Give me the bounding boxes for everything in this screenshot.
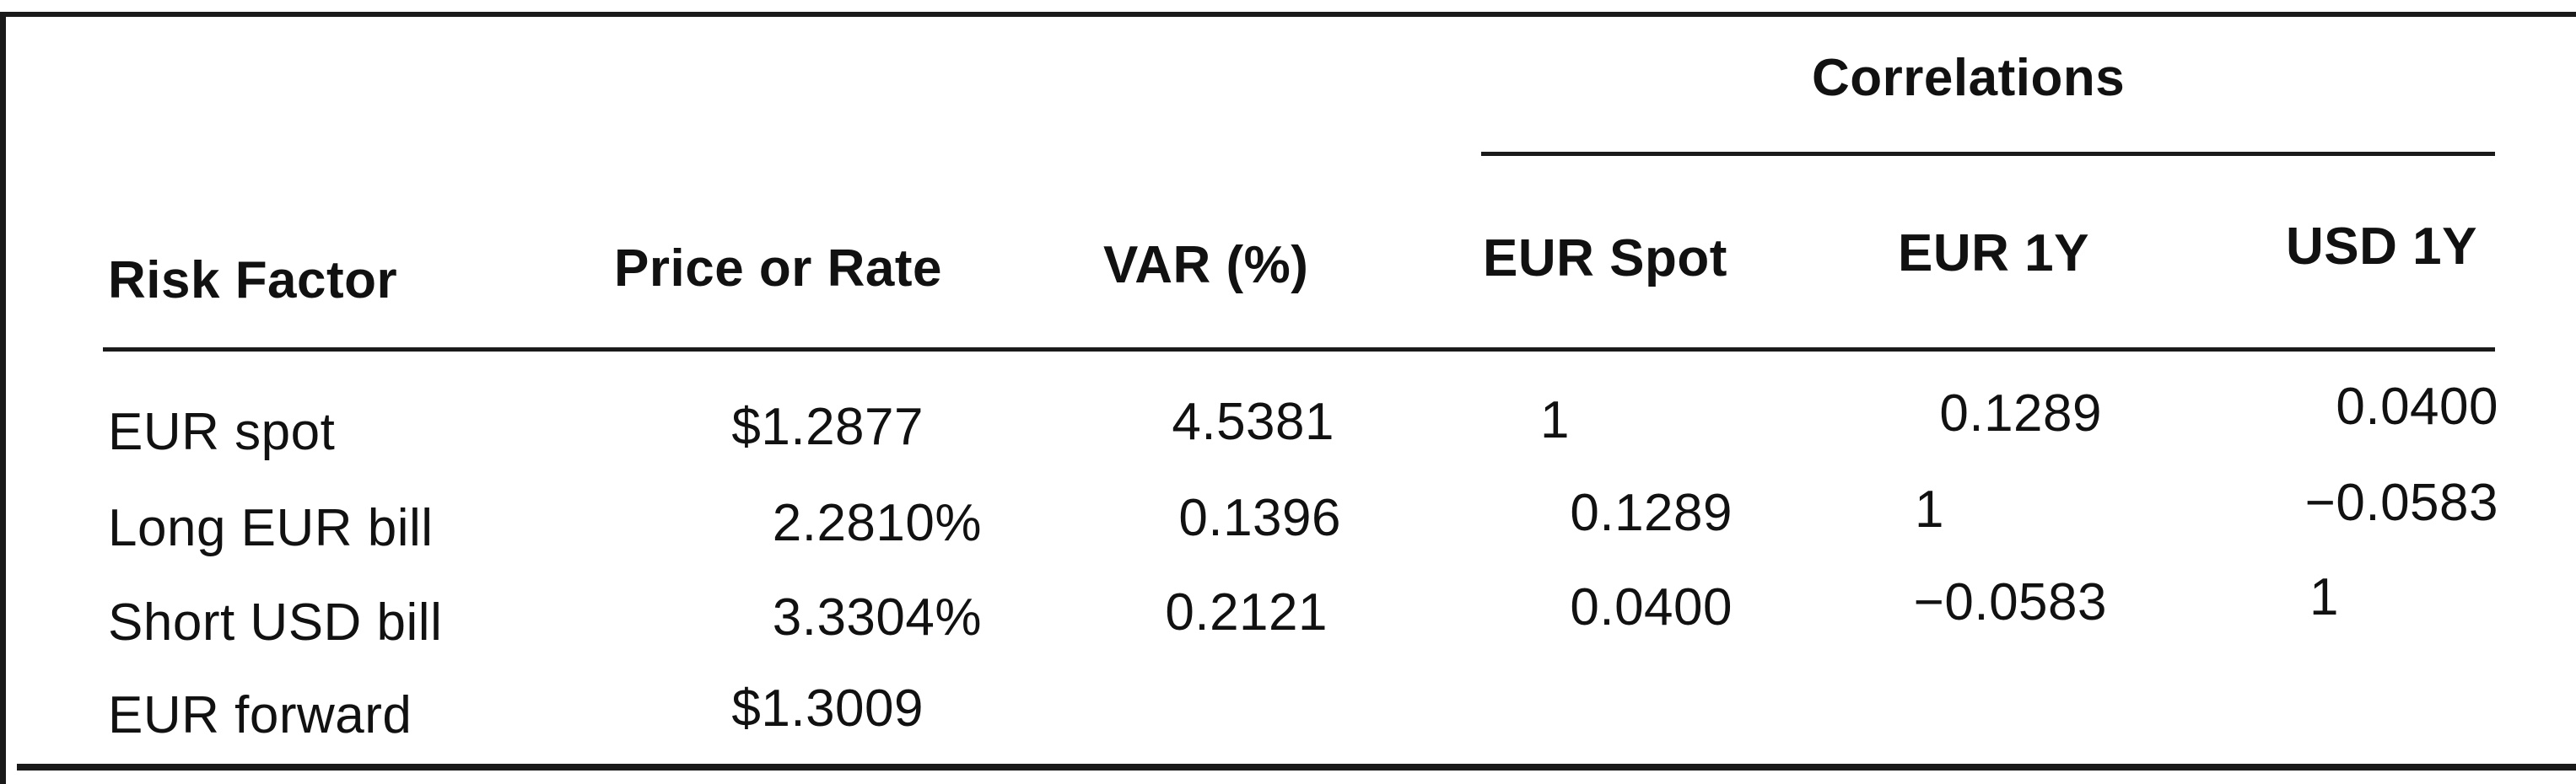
table-cell-price-or-rate: 3.3304%: [772, 588, 982, 647]
table-cell-eur-1y: −0.0583: [1913, 573, 2107, 631]
header-rule: [103, 347, 2495, 352]
header-var: VAR (%): [1103, 236, 1309, 294]
table-cell-risk-factor: EUR spot: [108, 403, 336, 461]
table-cell-var: 0.2121: [1165, 583, 1328, 642]
table-bottom-rule: [17, 764, 2576, 771]
table-cell-usd-1y: −0.0583: [2304, 474, 2498, 532]
table-cell-usd-1y: 1: [2309, 568, 2339, 626]
table-cell-eur-spot: 0.0400: [1570, 578, 1733, 636]
table-cell-eur-1y: 0.1289: [1939, 384, 2102, 443]
table-cell-price-or-rate: 2.2810%: [772, 494, 982, 552]
header-risk-factor: Risk Factor: [108, 251, 398, 309]
table-top-rule: [0, 12, 2576, 17]
table-left-border: [0, 12, 6, 784]
correlations-rule: [1481, 152, 2495, 156]
header-eur-1y: EUR 1Y: [1898, 224, 2089, 282]
header-price-or-rate: Price or Rate: [614, 239, 943, 298]
table-cell-risk-factor: Short USD bill: [108, 593, 443, 652]
correlations-group-header: Correlations: [1812, 49, 2126, 107]
header-usd-1y: USD 1Y: [2286, 217, 2477, 276]
header-eur-spot: EUR Spot: [1483, 229, 1727, 287]
table-cell-risk-factor: EUR forward: [108, 686, 412, 744]
table-cell-eur-1y: 1: [1915, 481, 1944, 539]
table-cell-var: 0.1396: [1178, 489, 1341, 547]
table-cell-price-or-rate: $1.2877: [731, 398, 924, 456]
table-cell-usd-1y: 0.0400: [2336, 378, 2498, 436]
table-cell-risk-factor: Long EUR bill: [108, 499, 434, 557]
table-cell-eur-spot: 1: [1540, 391, 1570, 449]
table-cell-eur-spot: 0.1289: [1570, 484, 1733, 542]
table-cell-price-or-rate: $1.3009: [731, 679, 924, 738]
table-cell-var: 4.5381: [1172, 393, 1334, 451]
